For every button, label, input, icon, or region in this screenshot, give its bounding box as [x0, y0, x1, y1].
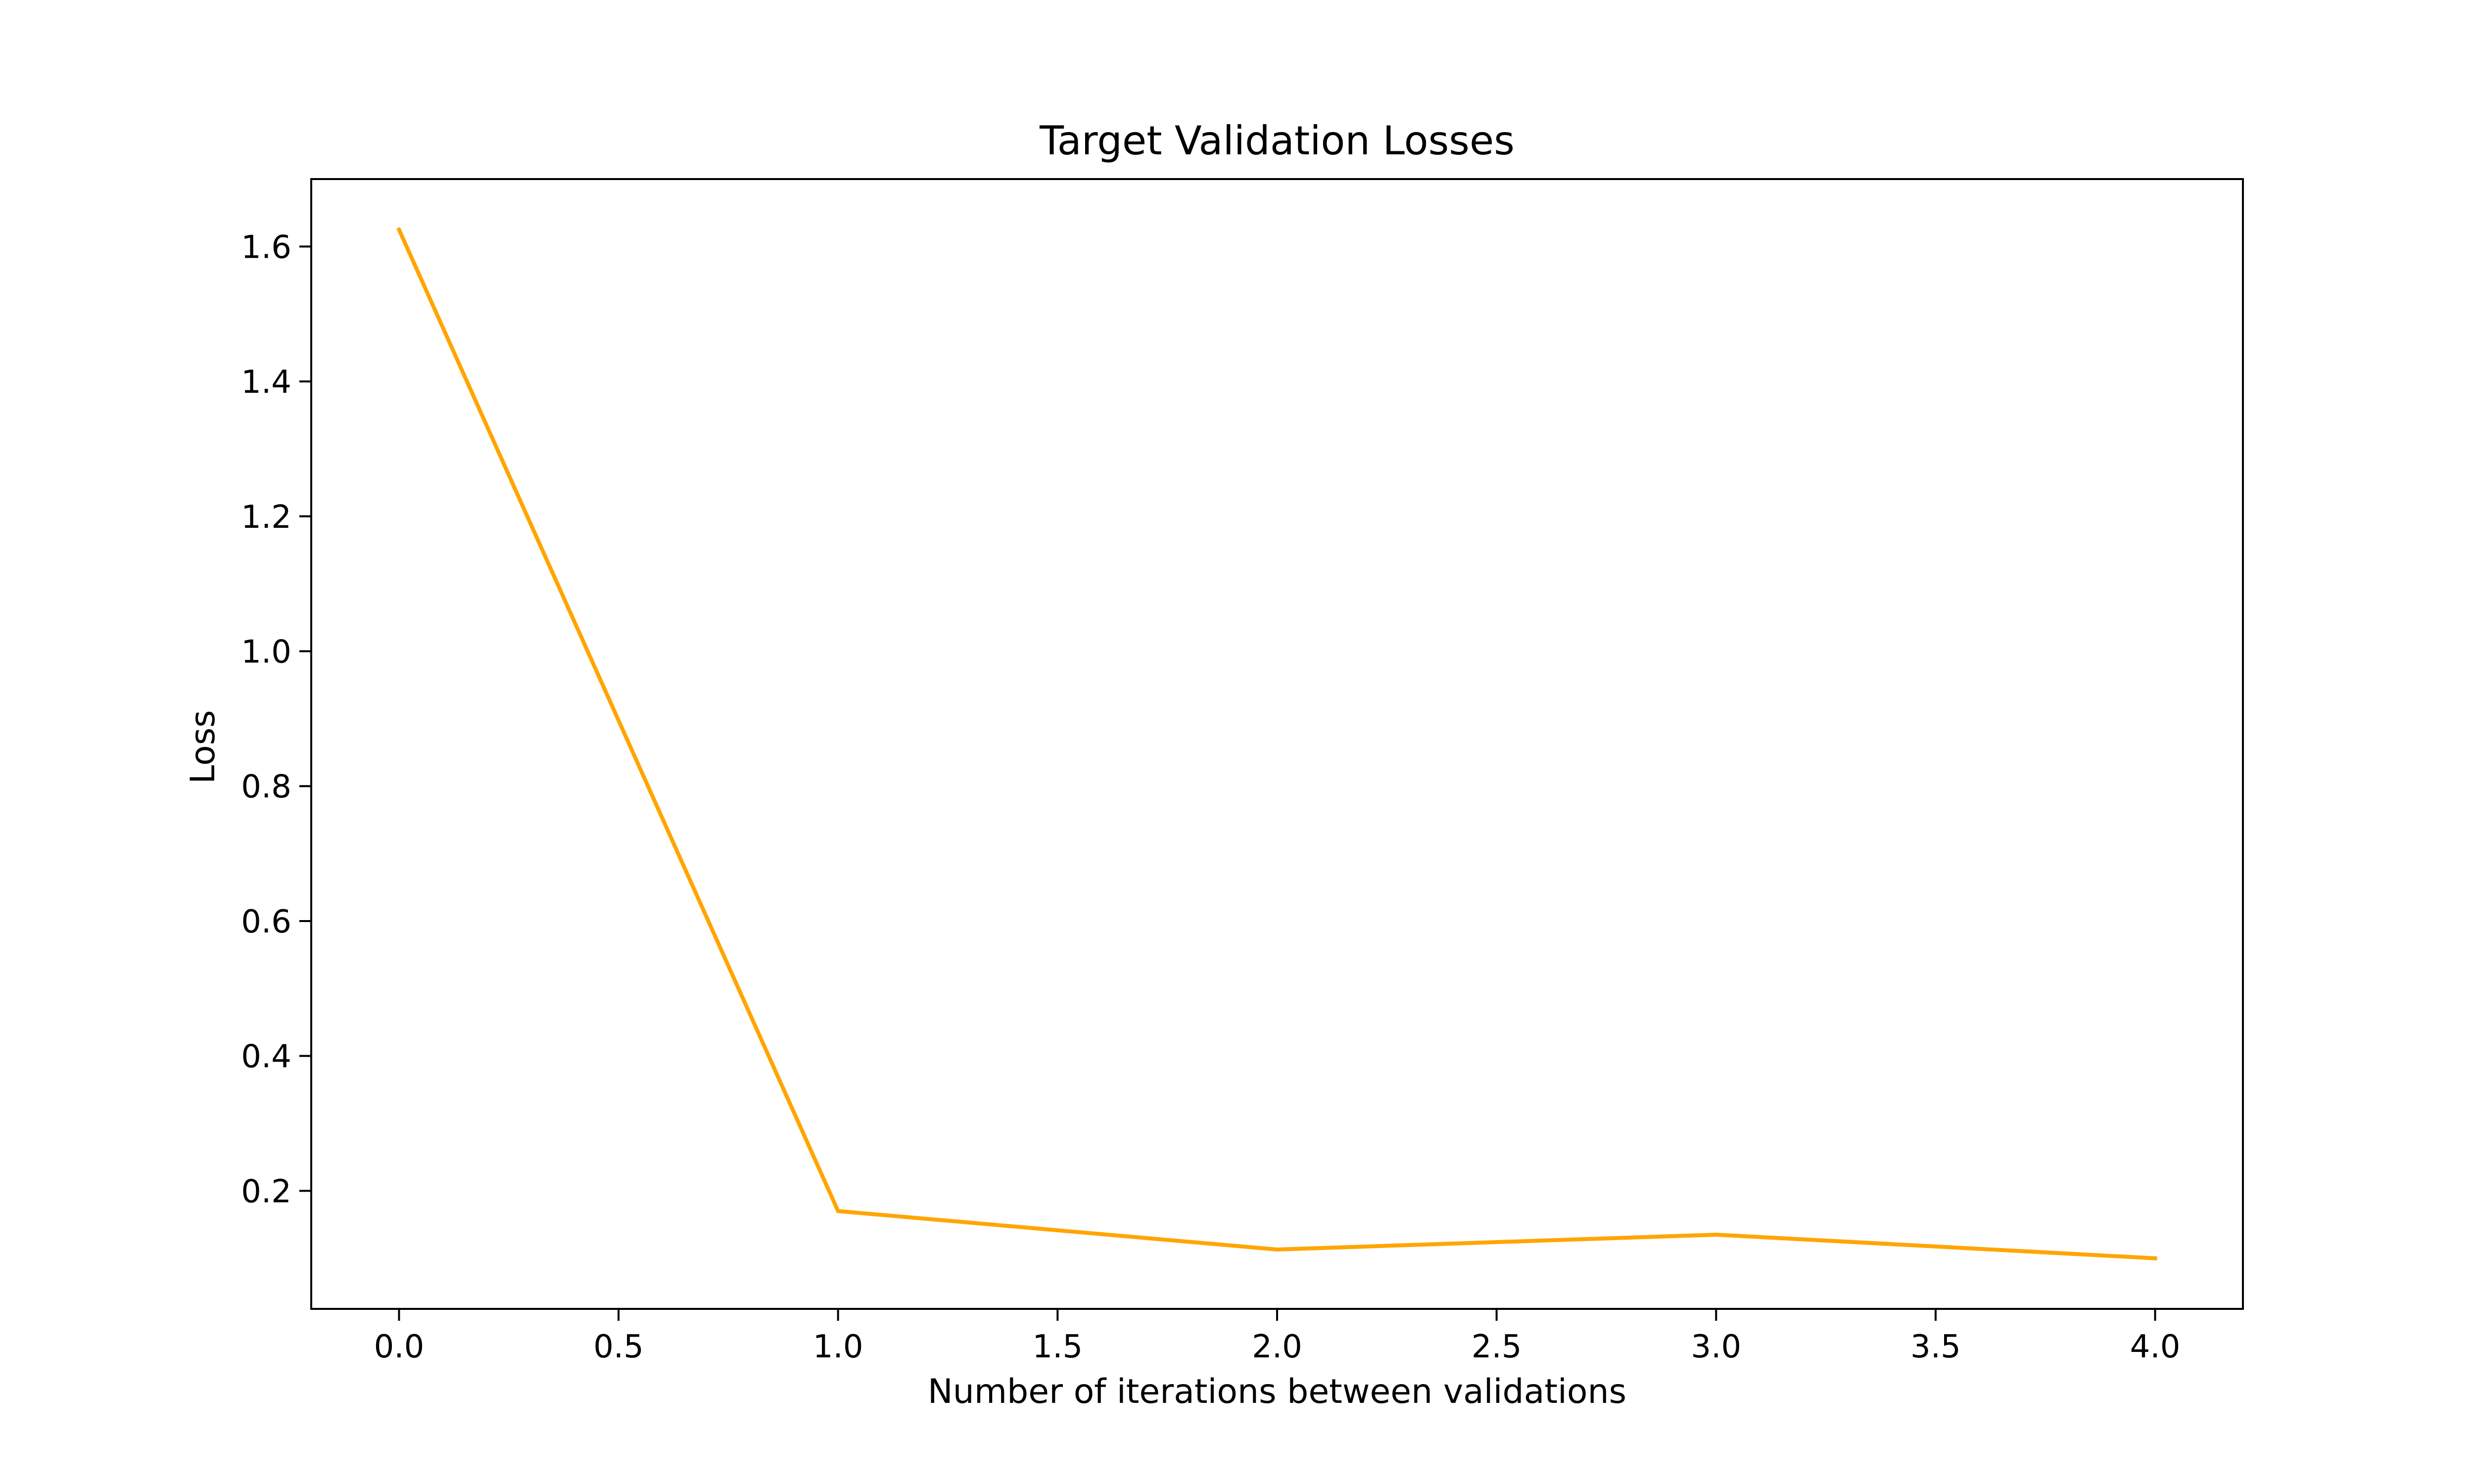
x-tick-label: 1.0	[813, 1329, 863, 1365]
x-axis-ticks: 0.0 0.5 1.0 1.5 2.0 2.5 3.0 3.5 4.0	[374, 1309, 2181, 1365]
plot-area-frame	[310, 178, 2244, 1310]
chart-title: Target Validation Losses	[1039, 118, 1515, 164]
x-tick-label: 1.5	[1032, 1329, 1083, 1365]
data-point	[2153, 1256, 2157, 1260]
data-point	[397, 228, 401, 232]
x-tick-label: 2.0	[1252, 1329, 1302, 1365]
x-tick-label: 0.5	[593, 1329, 644, 1365]
y-tick-label: 1.6	[241, 229, 291, 266]
y-tick-label: 0.8	[241, 769, 291, 805]
x-tick-label: 3.0	[1691, 1329, 1741, 1365]
y-axis-label: Loss	[184, 710, 223, 784]
y-tick-label: 0.6	[241, 904, 291, 940]
x-tick-label: 3.5	[1910, 1329, 1961, 1365]
y-tick-label: 1.0	[241, 634, 291, 671]
x-tick-label: 2.5	[1472, 1329, 1522, 1365]
series-layer	[396, 227, 2157, 1260]
data-point	[1714, 1233, 1718, 1237]
x-tick-label: 4.0	[2130, 1329, 2181, 1365]
y-axis-ticks: 0.2 0.4 0.6 0.8 1.0 1.2 1.4 1.6	[241, 229, 311, 1210]
y-tick-label: 0.4	[241, 1039, 291, 1075]
data-point	[836, 1209, 840, 1213]
x-tick-label: 0.0	[374, 1329, 425, 1365]
y-tick-label: 1.2	[241, 499, 291, 536]
y-tick-label: 1.4	[241, 364, 291, 401]
data-point	[1275, 1248, 1279, 1252]
x-axis-label: Number of iterations between validations	[928, 1372, 1626, 1411]
y-tick-label: 0.2	[241, 1173, 291, 1210]
